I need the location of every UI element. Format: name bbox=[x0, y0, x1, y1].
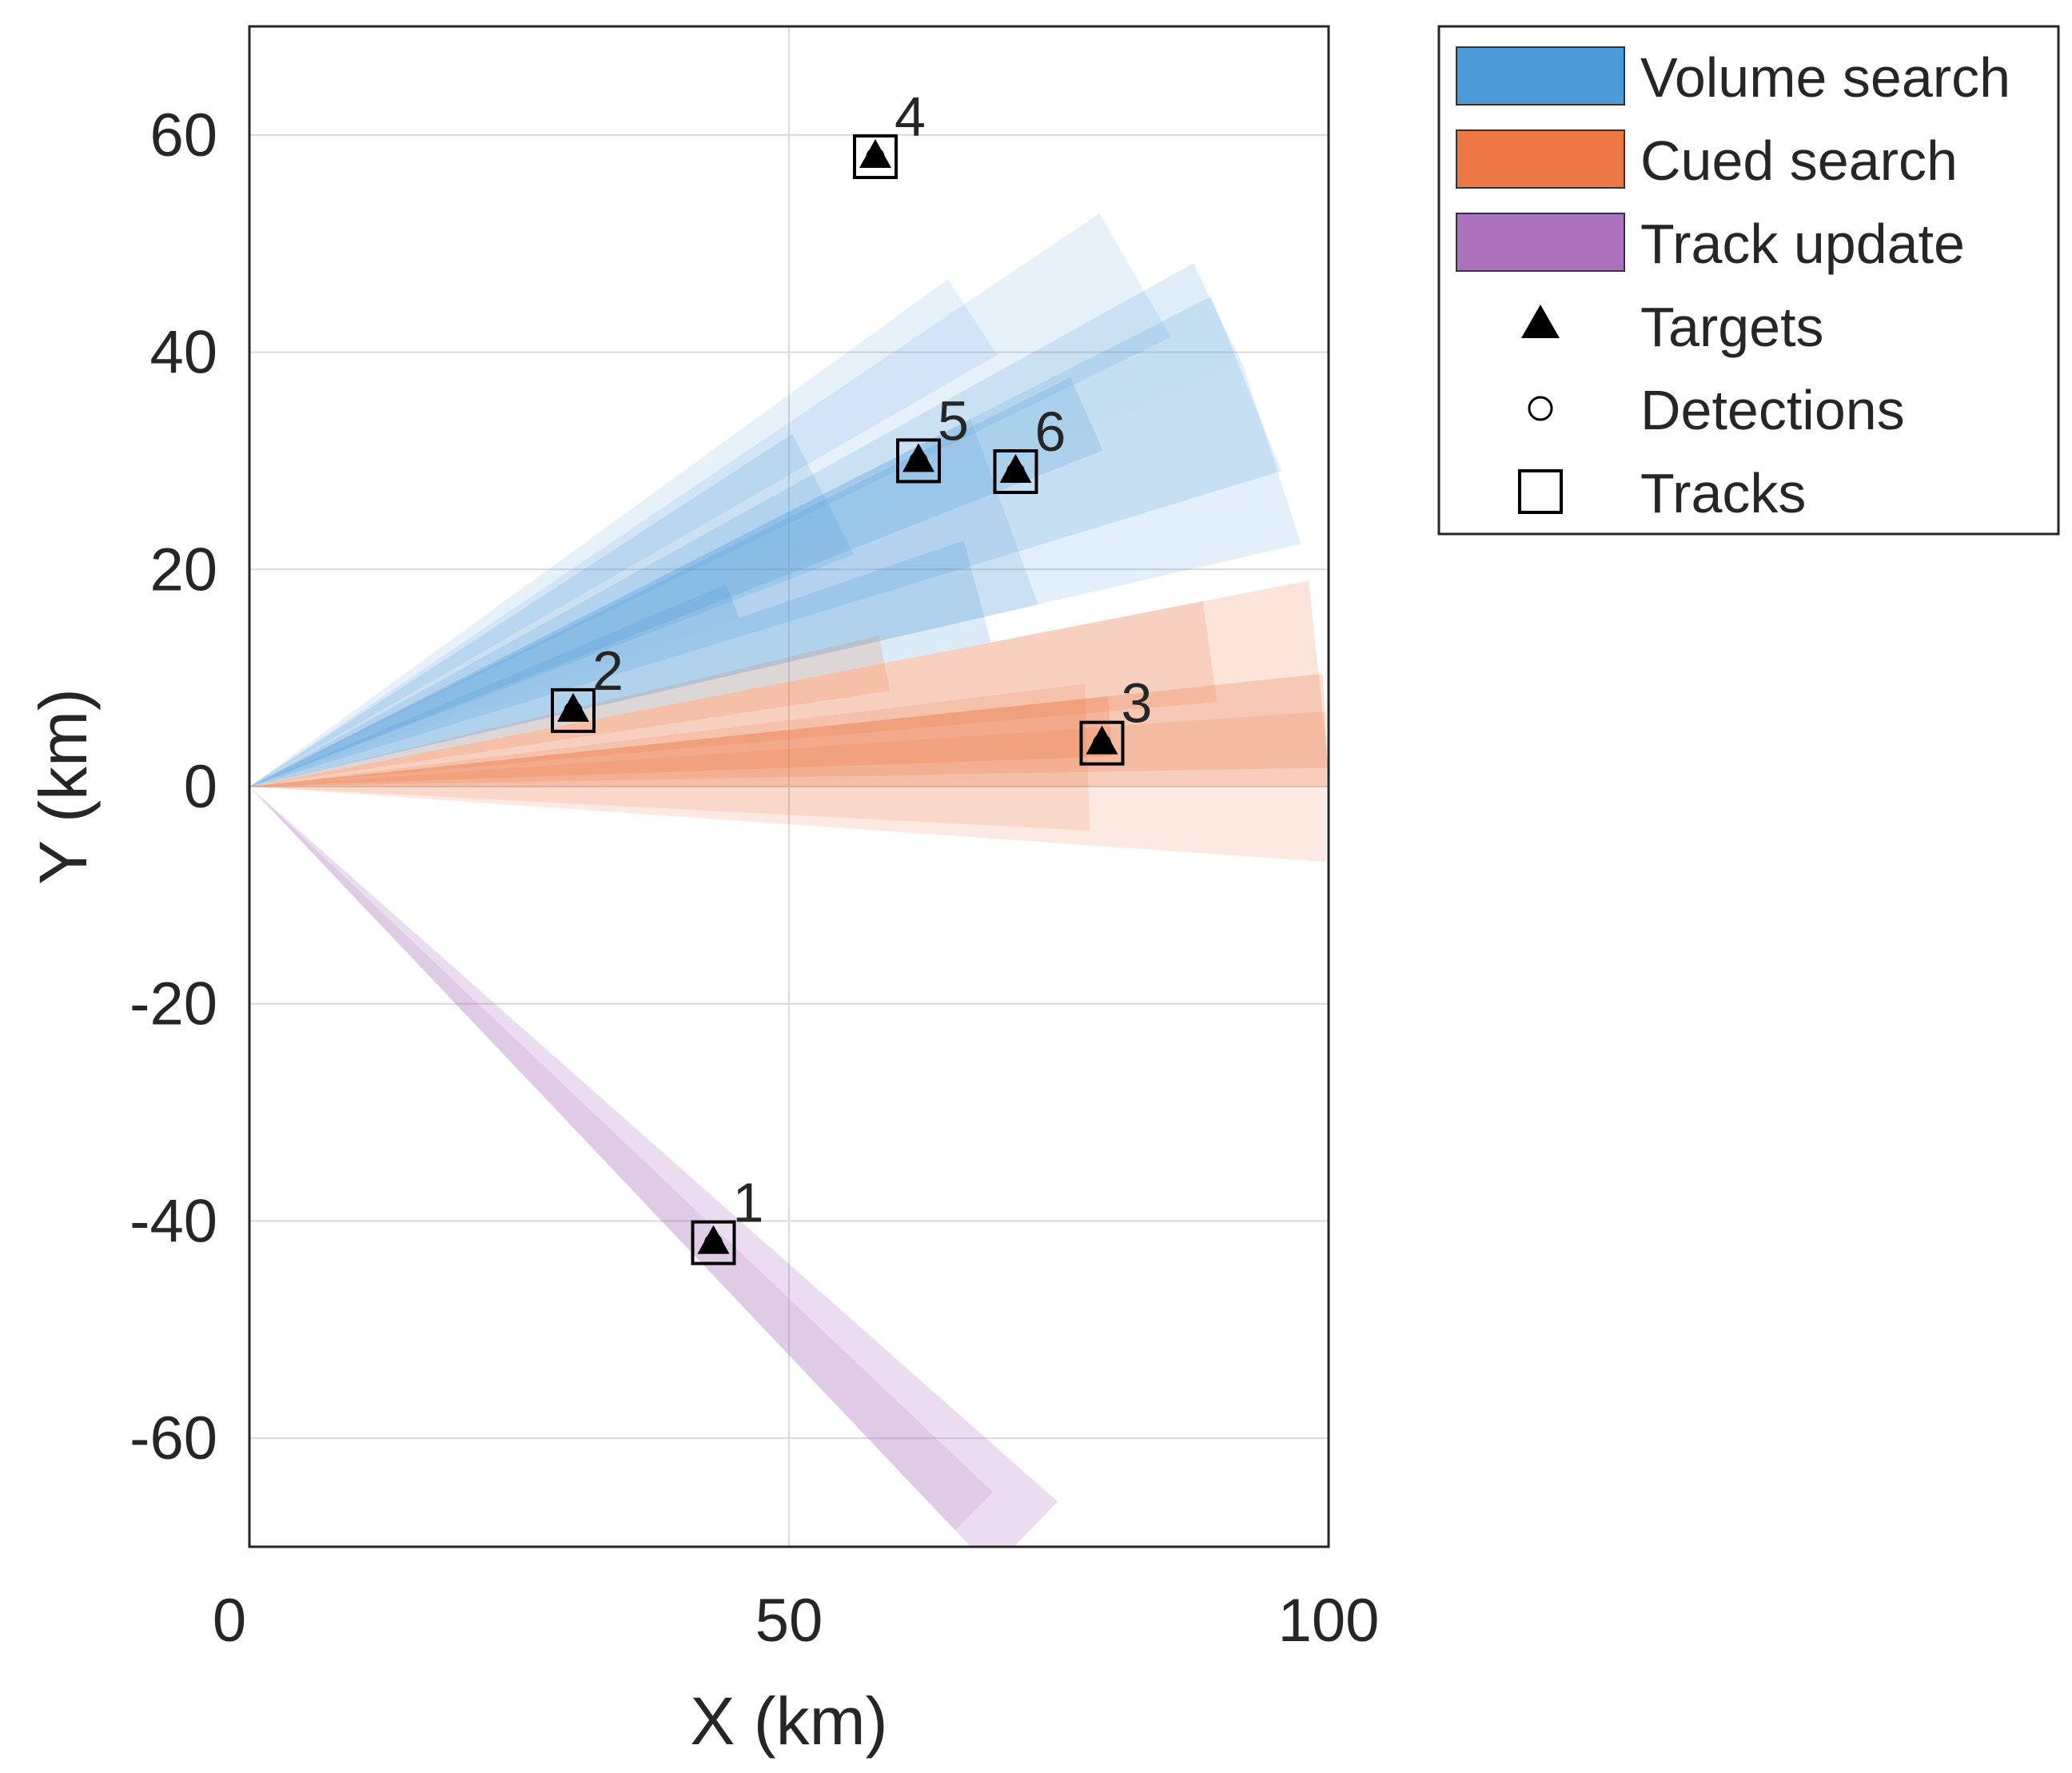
legend-label: Track update bbox=[1640, 213, 1965, 275]
axes-box bbox=[248, 25, 1330, 1548]
y-tick-label: 0 bbox=[184, 753, 217, 821]
cued-search-beam bbox=[249, 601, 1217, 787]
volume-search-beam bbox=[249, 365, 1301, 787]
target-triangle bbox=[1086, 725, 1118, 755]
volume-search-beam bbox=[249, 433, 855, 787]
x-tick-label: 0 bbox=[213, 1587, 246, 1655]
volume-search-beam bbox=[249, 419, 1038, 787]
volume-search-beam bbox=[249, 213, 1171, 787]
legend-item: Track update bbox=[1456, 213, 1965, 275]
legend-swatch bbox=[1456, 213, 1625, 272]
cued-search-beam bbox=[249, 580, 1329, 787]
track-update-beam bbox=[249, 787, 994, 1531]
y-tick-label: 40 bbox=[149, 319, 217, 387]
track-square bbox=[691, 1220, 736, 1265]
track-update-beam bbox=[249, 787, 1058, 1547]
target-group: 6 bbox=[993, 400, 1066, 495]
track-square bbox=[1079, 720, 1125, 766]
target-group: 4 bbox=[853, 86, 926, 180]
target-group: 3 bbox=[1079, 672, 1153, 766]
target-label: 1 bbox=[733, 1172, 764, 1234]
volume-search-beam bbox=[249, 540, 991, 787]
legend-item: Volume search bbox=[1456, 46, 2010, 109]
y-axis-label: Y (km) bbox=[26, 688, 101, 885]
x-axis-label: X (km) bbox=[690, 1683, 887, 1759]
target-label: 3 bbox=[1122, 672, 1153, 735]
track-square bbox=[551, 687, 596, 733]
y-tick-label: -60 bbox=[130, 1404, 217, 1472]
tick-labels: 0 50 100 -60 -40 -20 0 20 40 60 bbox=[130, 102, 1379, 1655]
target-group: 5 bbox=[896, 389, 969, 484]
legend-label: Cued search bbox=[1640, 129, 1958, 192]
legend-label: Detections bbox=[1640, 379, 1905, 441]
legend-square-marker bbox=[1518, 469, 1563, 514]
volume-search-beam bbox=[249, 584, 739, 787]
legend-swatch bbox=[1456, 46, 1625, 106]
track-square bbox=[896, 438, 941, 484]
target-label: 6 bbox=[1035, 400, 1066, 463]
y-tick-label: 60 bbox=[149, 102, 217, 169]
legend-item: Cued search bbox=[1456, 129, 1958, 192]
legend-circle-marker bbox=[1528, 396, 1553, 421]
target-triangle bbox=[999, 454, 1032, 484]
target-triangle bbox=[903, 443, 934, 472]
legend-item: Targets bbox=[1521, 296, 1824, 358]
target-triangle bbox=[557, 692, 589, 722]
beam-layer bbox=[249, 213, 1329, 1547]
volume-search-beam bbox=[249, 377, 1103, 787]
target-label: 2 bbox=[592, 639, 624, 702]
volume-search-beam bbox=[249, 263, 1243, 787]
cued-search-beam bbox=[249, 711, 1326, 863]
legend-swatch bbox=[1456, 129, 1625, 189]
legend-box bbox=[1437, 25, 2060, 536]
track-square bbox=[993, 449, 1038, 495]
marker-layer: 1 2 3 4 5 6 bbox=[551, 86, 1153, 1265]
legend-item: Detections bbox=[1528, 379, 1905, 441]
legend-triangle-marker bbox=[1521, 305, 1560, 338]
track-square bbox=[853, 134, 898, 180]
y-tick-label: -20 bbox=[130, 970, 217, 1038]
target-triangle bbox=[697, 1225, 730, 1254]
y-tick-label: 20 bbox=[149, 536, 217, 604]
legend-item: Tracks bbox=[1518, 462, 1806, 524]
target-group: 2 bbox=[551, 639, 624, 733]
cued-search-beam bbox=[249, 673, 1329, 787]
y-tick-label: -40 bbox=[130, 1187, 217, 1255]
target-group: 1 bbox=[691, 1172, 764, 1265]
x-tick-label: 100 bbox=[1278, 1587, 1380, 1655]
target-label: 5 bbox=[938, 389, 969, 452]
volume-search-beam bbox=[249, 279, 998, 787]
x-tick-label: 50 bbox=[755, 1587, 823, 1655]
legend-label: Targets bbox=[1640, 296, 1824, 358]
legend-label: Tracks bbox=[1640, 462, 1806, 524]
volume-search-beam bbox=[249, 297, 1282, 787]
cued-search-beam bbox=[249, 696, 1113, 787]
legend-label: Volume search bbox=[1640, 46, 2010, 109]
cued-search-beam bbox=[249, 683, 1090, 831]
target-triangle bbox=[859, 139, 891, 169]
legend: Volume search Cued search Track update Targ… bbox=[1437, 25, 2060, 536]
target-label: 4 bbox=[895, 86, 926, 148]
